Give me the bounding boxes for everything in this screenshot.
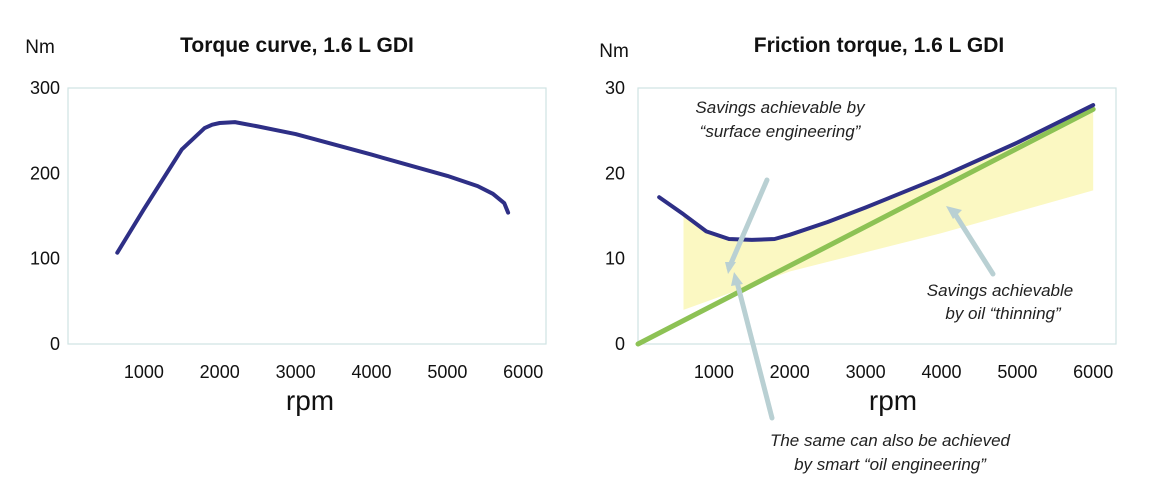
friction-marks: 0 10 20 30 1000 2000 3000 4000 5000 6000: [605, 78, 1113, 382]
annotation-arrows: [725, 177, 996, 421]
annotation-surface-engineering-line2: “surface engineering”: [700, 122, 862, 141]
torque-y-tick-label: 300: [30, 78, 60, 98]
arrow-head-oil-engineering: [731, 272, 743, 286]
friction-x-tick-label: 3000: [846, 362, 886, 382]
torque-x-tick-label: 1000: [124, 362, 164, 382]
torque-x-tick-label: 2000: [200, 362, 240, 382]
friction-y-tick-label: 10: [605, 249, 625, 269]
annotation-oil-engineering-line2: by smart “oil engineering”: [794, 455, 987, 474]
arrow-head-oil-thinning: [946, 206, 962, 219]
torque-chart: Torque curve, 1.6 L GDI Nm 0 100 200 300 100…: [25, 34, 547, 416]
friction-chart-x-label: rpm: [869, 385, 917, 416]
torque-y-tick-label: 0: [50, 334, 60, 354]
friction-y-tick-label: 20: [605, 163, 625, 183]
torque-x-tick-label: 4000: [351, 362, 391, 382]
torque-x-tick-label: 3000: [276, 362, 316, 382]
friction-x-tick-label: 2000: [770, 362, 810, 382]
torque-x-tick-label: 5000: [427, 362, 467, 382]
torque-plot-area: [67, 87, 547, 345]
friction-x-tick-label: 6000: [1073, 362, 1113, 382]
friction-y-tick-label: 30: [605, 78, 625, 98]
arrow-surface-engineering: [726, 177, 770, 271]
annotation-oil-thinning-line2: by oil “thinning”: [945, 304, 1062, 323]
torque-chart-x-label: rpm: [286, 385, 334, 416]
friction-x-tick-label: 4000: [921, 362, 961, 382]
friction-x-tick-label: 5000: [997, 362, 1037, 382]
friction-chart-title: Friction torque, 1.6 L GDI: [754, 34, 1004, 57]
annotation-surface-engineering-line1: Savings achievable by: [695, 98, 866, 117]
friction-y-tick-label: 0: [615, 334, 625, 354]
arrow-oil-engineering: [734, 279, 775, 421]
friction-chart: Friction torque, 1.6 L GDI Nm 0 10 20 30 100…: [599, 34, 1117, 474]
torque-marks: 0 100 200 300 1000 2000 3000 4000 5000 6000: [30, 78, 543, 382]
torque-y-tick-label: 100: [30, 249, 60, 269]
friction-series-line-1: [635, 106, 1096, 347]
torque-chart-y-unit: Nm: [25, 37, 55, 58]
friction-series-line-0: [657, 103, 1096, 242]
torque-series-line-0: [115, 120, 511, 255]
friction-x-tick-label: 1000: [694, 362, 734, 382]
arrow-oil-thinning: [952, 211, 996, 277]
arrow-head-surface-engineering: [725, 262, 736, 274]
torque-chart-title: Torque curve, 1.6 L GDI: [180, 34, 414, 57]
friction-chart-y-unit: Nm: [599, 41, 629, 62]
annotation-oil-engineering-line1: The same can also be achieved: [770, 431, 1011, 450]
annotation-oil-thinning-line1: Savings achievable: [927, 281, 1073, 300]
torque-y-tick-label: 200: [30, 163, 60, 183]
torque-x-tick-label: 6000: [503, 362, 543, 382]
